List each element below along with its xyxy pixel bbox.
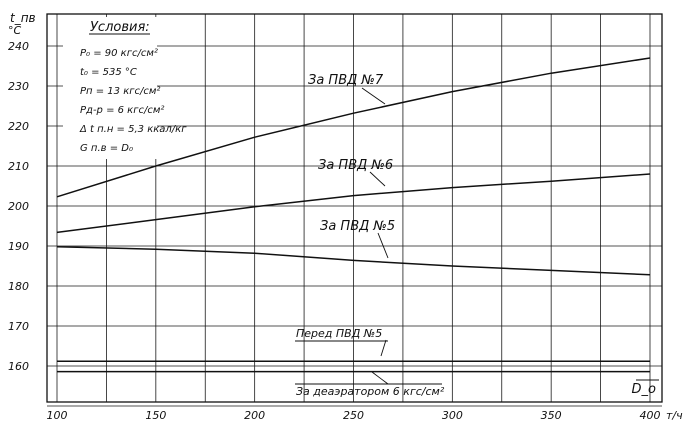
x-tick-label: 300 [442, 409, 463, 422]
y-unit-label: °C [8, 24, 22, 37]
y-tick-label: 160 [8, 360, 29, 373]
y-tick-label: 220 [8, 120, 29, 133]
x-tick-label: 350 [541, 409, 562, 422]
series-label: Перед ПВД №5 [296, 327, 382, 340]
y-tick-label: 170 [8, 320, 29, 333]
condition-line: Pд-р = 6 кгс/см² [80, 105, 164, 116]
series-label-leader [377, 232, 389, 259]
series-label: За ПВД №5 [320, 219, 395, 234]
y-tick-label: 210 [8, 160, 29, 173]
series-line [56, 173, 651, 234]
series-line [56, 57, 651, 198]
y-tick-label: 190 [8, 240, 29, 253]
condition-line: t₀ = 535 °C [80, 67, 137, 78]
condition-line: Pп = 13 кгс/см² [80, 86, 160, 97]
series-label: За ПВД №6 [318, 158, 393, 173]
x-tick-label: 150 [145, 409, 166, 422]
x-unit-label: т/ч [666, 409, 683, 422]
plot-frame [46, 13, 663, 403]
y-tick-label: 180 [8, 280, 29, 293]
condition-line: Δ t п.н = 5,3 ккал/кг [79, 124, 187, 135]
y-tick-label: 200 [8, 200, 29, 213]
series-label: За деаэратором 6 кгс/см² [296, 385, 445, 398]
x-tick-label: 400 [640, 409, 661, 422]
series-label-leader [369, 171, 386, 187]
condition-line: G п.в = D₀ [80, 143, 133, 154]
series-label-leader [371, 371, 389, 385]
y-tick-label: 240 [8, 40, 29, 53]
x-tick-label: 250 [343, 409, 364, 422]
y-axis-label: t_пв [10, 11, 36, 25]
conditions-title: Условия: [90, 20, 150, 35]
series-label-leader [361, 87, 386, 105]
series-label-leader [380, 339, 387, 357]
conditions-background [63, 17, 157, 159]
series-line [56, 246, 651, 276]
y-tick-label: 230 [8, 80, 29, 93]
x-tick-label: 100 [47, 409, 68, 422]
x-axis-label: D_o [632, 382, 657, 397]
x-tick-label: 200 [244, 409, 265, 422]
condition-line: P₀ = 90 кгс/см² [80, 48, 158, 59]
series-label: За ПВД №7 [308, 73, 384, 88]
